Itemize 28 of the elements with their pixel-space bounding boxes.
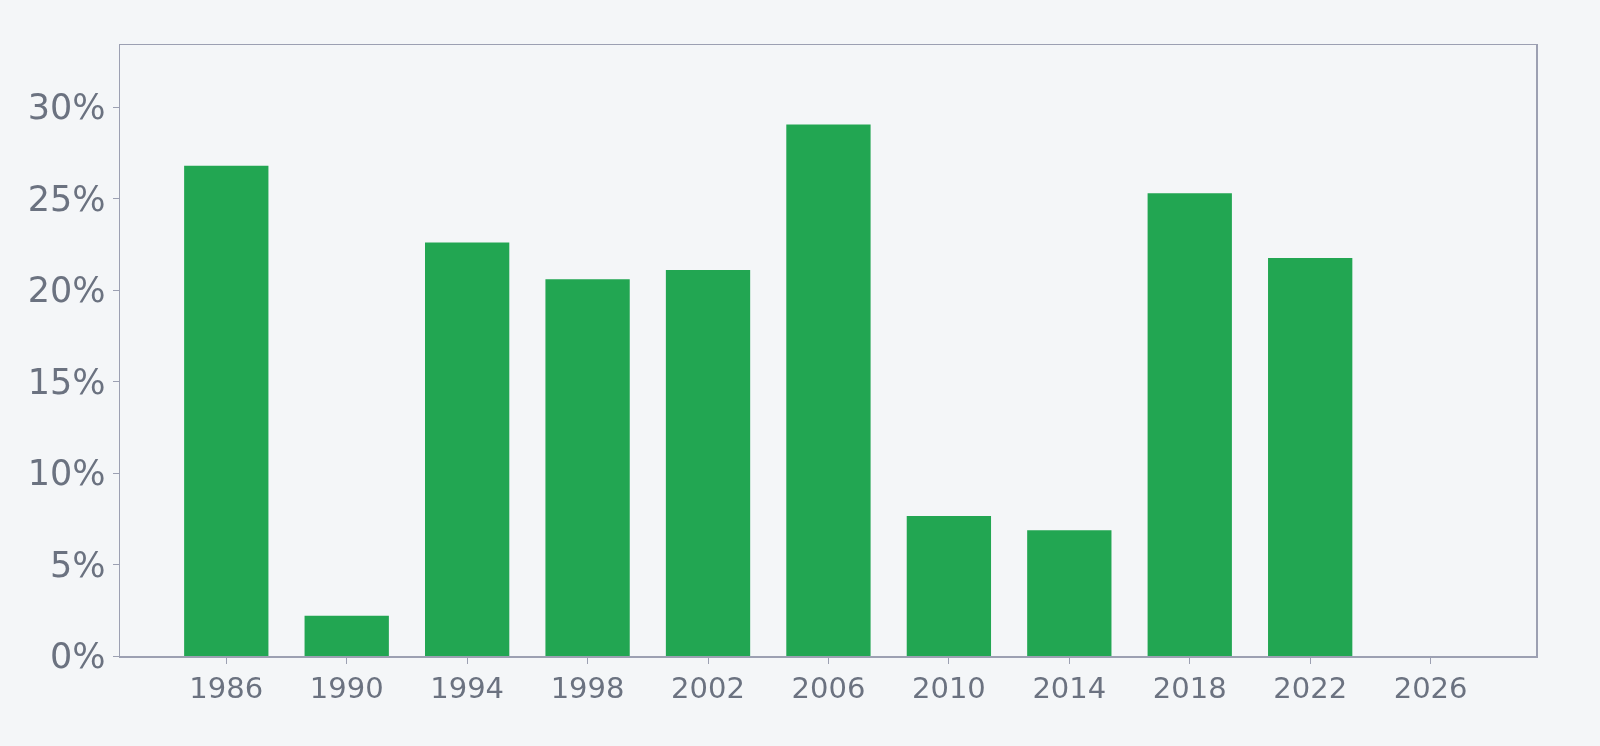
y-tick-label: 5%	[49, 544, 106, 585]
bar	[1268, 257, 1353, 656]
x-tick-label: 1990	[309, 671, 384, 706]
y-tick-label: 0%	[49, 636, 106, 677]
bar	[184, 165, 269, 656]
bar	[425, 242, 510, 656]
bar	[906, 516, 992, 656]
x-tick-label: 2006	[791, 671, 866, 706]
x-tick-label: 2010	[911, 671, 986, 706]
y-tick-label: 30%	[27, 87, 106, 128]
bar	[786, 124, 871, 656]
x-tick-label: 2002	[671, 671, 745, 706]
bar	[665, 270, 751, 656]
bar	[304, 615, 389, 656]
x-tick-label: 1998	[550, 671, 625, 706]
y-tick-label: 10%	[27, 453, 106, 494]
x-tick-label: 2014	[1032, 671, 1107, 706]
bar	[545, 279, 630, 656]
x-tick-label: 2022	[1273, 671, 1348, 706]
x-tick-label: 1986	[189, 671, 264, 706]
x-tick-label: 1994	[430, 671, 505, 706]
y-tick-label: 20%	[27, 270, 106, 311]
x-tick-label: 2026	[1393, 671, 1468, 706]
y-tick-label: 25%	[27, 178, 106, 219]
bar	[1147, 193, 1232, 656]
bar	[1027, 530, 1112, 656]
y-tick-label: 15%	[27, 361, 106, 402]
x-tick-label: 2018	[1152, 671, 1227, 706]
